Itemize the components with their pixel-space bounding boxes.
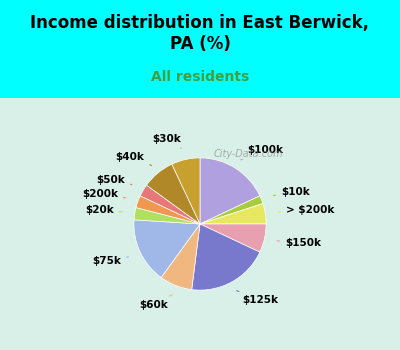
Wedge shape: [134, 220, 200, 278]
Text: $200k: $200k: [82, 189, 126, 200]
Text: $125k: $125k: [237, 290, 278, 306]
Wedge shape: [136, 196, 200, 224]
Text: $60k: $60k: [139, 295, 172, 310]
Wedge shape: [146, 164, 200, 224]
Wedge shape: [140, 185, 200, 224]
Wedge shape: [200, 196, 263, 224]
Wedge shape: [200, 204, 266, 224]
Text: $100k: $100k: [241, 145, 283, 160]
Text: $75k: $75k: [92, 256, 128, 266]
Wedge shape: [161, 224, 200, 289]
Text: $50k: $50k: [96, 175, 132, 185]
Wedge shape: [200, 224, 266, 252]
Wedge shape: [192, 224, 260, 290]
Wedge shape: [200, 158, 260, 224]
Text: $40k: $40k: [116, 152, 152, 166]
Text: $30k: $30k: [152, 134, 181, 148]
FancyBboxPatch shape: [0, 98, 400, 350]
Text: $10k: $10k: [274, 187, 310, 197]
Wedge shape: [172, 158, 200, 224]
Text: Income distribution in East Berwick,
PA (%): Income distribution in East Berwick, PA …: [30, 14, 370, 53]
Text: > $200k: > $200k: [278, 205, 334, 215]
Text: $150k: $150k: [277, 238, 321, 248]
Text: City-Data.com: City-Data.com: [214, 149, 283, 159]
Text: $20k: $20k: [85, 205, 122, 215]
Text: All residents: All residents: [151, 70, 249, 84]
Wedge shape: [134, 208, 200, 224]
